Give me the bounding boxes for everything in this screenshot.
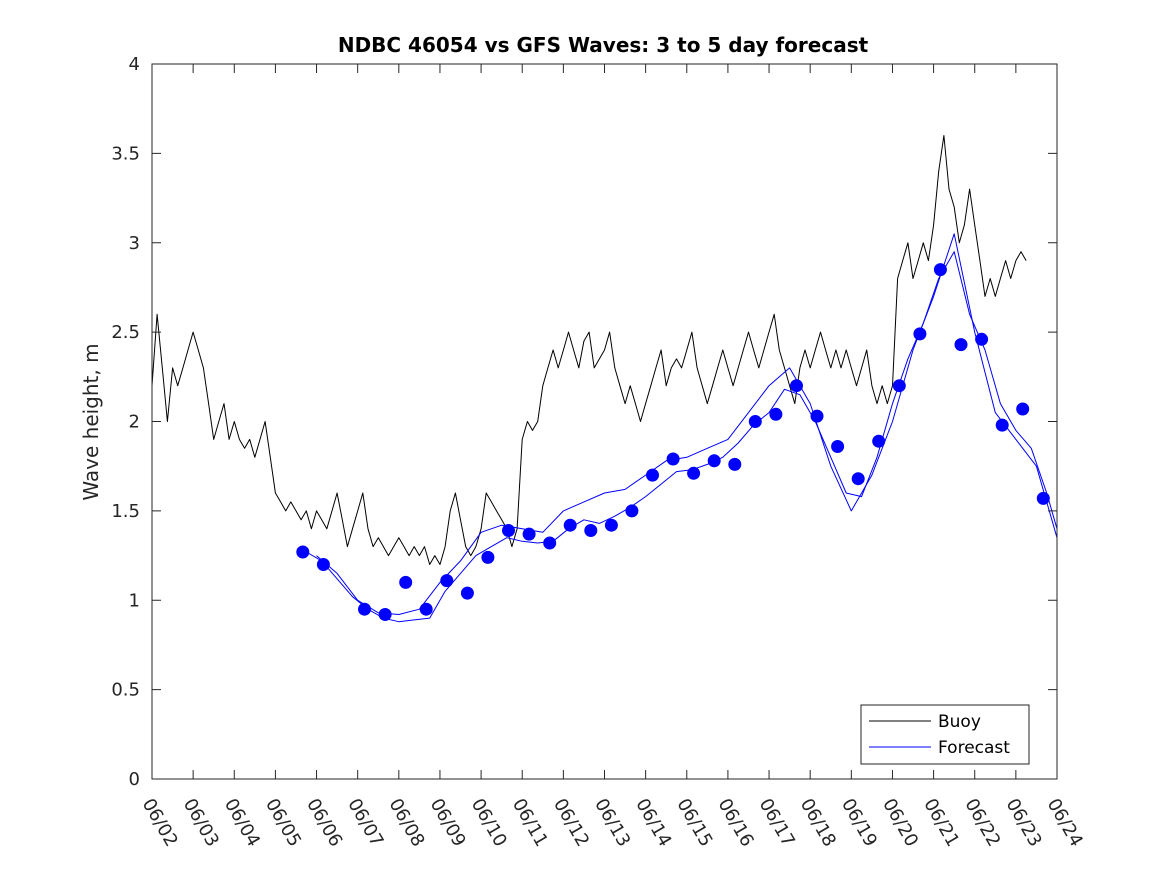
- forecast-marker-15: [625, 504, 639, 518]
- forecast-marker-29: [913, 327, 927, 341]
- forecast-marker-23: [790, 379, 803, 393]
- forecast-marker-17: [666, 452, 680, 466]
- forecast-marker-18: [687, 466, 701, 480]
- forecast-marker-11: [543, 536, 557, 550]
- series-line-1: [306, 251, 1058, 623]
- forecast-marker-12: [563, 518, 577, 532]
- forecast-marker-24: [810, 409, 824, 423]
- forecast-marker-31: [954, 338, 968, 352]
- forecast-marker-9: [502, 524, 515, 537]
- plot-area: [151, 64, 1058, 779]
- forecast-marker-13: [584, 524, 598, 537]
- forecast-marker-22: [769, 407, 783, 421]
- plot-background: [152, 64, 1057, 779]
- legend: Buoy Forecast: [860, 704, 1030, 765]
- forecast-marker-30: [933, 263, 947, 277]
- y-tick-label: 0.5: [111, 680, 140, 701]
- y-tick-label: 4: [129, 54, 140, 75]
- forecast-marker-20: [728, 457, 742, 471]
- forecast-marker-27: [872, 434, 886, 448]
- forecast-marker-7: [460, 586, 474, 600]
- forecast-marker-34: [1016, 402, 1030, 416]
- forecast-marker-32: [975, 332, 989, 346]
- y-tick-label: 0: [129, 769, 140, 790]
- forecast-marker-2: [358, 602, 371, 616]
- y-tick-label: 3: [129, 233, 140, 254]
- legend-label-0: Buoy: [938, 712, 981, 732]
- forecast-marker-16: [646, 468, 659, 482]
- forecast-marker-14: [604, 518, 618, 532]
- y-tick-label: 1.5: [111, 501, 140, 522]
- forecast-marker-1: [316, 558, 330, 571]
- forecast-marker-25: [831, 440, 845, 453]
- legend-label-1: Forecast: [938, 738, 1010, 758]
- forecast-marker-10: [522, 527, 536, 541]
- y-tick-label: 1: [129, 590, 140, 611]
- forecast-marker-28: [892, 379, 906, 393]
- series-line-0: [151, 135, 1027, 565]
- forecast-marker-35: [1036, 491, 1050, 505]
- forecast-marker-3: [378, 608, 392, 621]
- y-axis-label: Wave height, m: [79, 343, 103, 500]
- series-line-2: [316, 233, 1058, 615]
- forecast-marker-6: [440, 574, 454, 588]
- forecast-marker-19: [707, 454, 721, 468]
- forecast-marker-21: [748, 415, 762, 428]
- forecast-marker-33: [995, 418, 1009, 432]
- forecast-marker-8: [481, 550, 495, 564]
- forecast-marker-0: [296, 545, 310, 559]
- forecast-marker-26: [851, 472, 865, 486]
- forecast-marker-5: [419, 602, 433, 616]
- forecast-marker-4: [399, 575, 413, 589]
- y-tick-label: 2.5: [111, 322, 140, 343]
- y-tick-label: 2: [129, 412, 140, 433]
- legend-box: [860, 704, 1030, 765]
- y-tick-label: 3.5: [111, 143, 140, 164]
- chart-title: NDBC 46054 vs GFS Waves: 3 to 5 day fore…: [338, 33, 869, 57]
